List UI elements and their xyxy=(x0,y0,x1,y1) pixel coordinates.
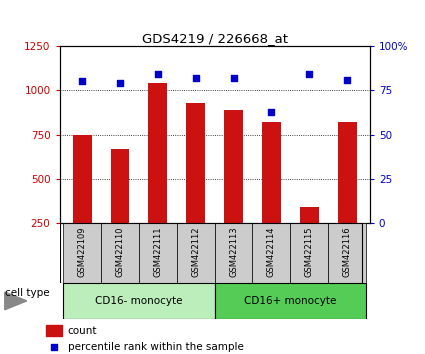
Text: GSM422113: GSM422113 xyxy=(229,227,238,277)
Bar xyxy=(139,223,177,283)
Text: GSM422114: GSM422114 xyxy=(267,227,276,277)
Bar xyxy=(110,149,130,267)
Bar xyxy=(290,223,328,283)
Text: CD16+ monocyte: CD16+ monocyte xyxy=(244,296,337,306)
Bar xyxy=(224,110,243,267)
Point xyxy=(116,80,123,86)
Text: GSM422111: GSM422111 xyxy=(153,227,162,277)
Bar xyxy=(101,223,139,283)
Text: percentile rank within the sample: percentile rank within the sample xyxy=(68,342,244,352)
Text: cell type: cell type xyxy=(5,288,49,298)
Bar xyxy=(63,283,215,319)
Bar xyxy=(73,135,92,267)
Text: GSM422112: GSM422112 xyxy=(191,227,200,277)
Text: count: count xyxy=(68,326,97,336)
Bar xyxy=(262,122,281,267)
Bar xyxy=(215,283,366,319)
Title: GDS4219 / 226668_at: GDS4219 / 226668_at xyxy=(142,32,288,45)
Text: GSM422110: GSM422110 xyxy=(116,227,125,277)
Bar xyxy=(63,223,101,283)
Point xyxy=(230,75,237,81)
Point xyxy=(268,109,275,114)
Bar xyxy=(300,207,319,267)
Point xyxy=(51,344,58,350)
Point xyxy=(154,72,161,77)
Bar xyxy=(215,223,252,283)
Polygon shape xyxy=(5,292,27,310)
Bar xyxy=(148,83,167,267)
Text: GSM422109: GSM422109 xyxy=(78,227,87,277)
Text: CD16- monocyte: CD16- monocyte xyxy=(95,296,183,306)
Bar xyxy=(177,223,215,283)
Bar xyxy=(186,103,205,267)
Point xyxy=(79,79,85,84)
Bar xyxy=(328,223,366,283)
Bar xyxy=(337,122,357,267)
Point xyxy=(306,72,313,77)
Point xyxy=(344,77,351,82)
Bar xyxy=(252,223,290,283)
Text: GSM422116: GSM422116 xyxy=(343,227,351,277)
Point xyxy=(192,75,199,81)
Text: GSM422115: GSM422115 xyxy=(305,227,314,277)
Bar xyxy=(46,325,62,336)
